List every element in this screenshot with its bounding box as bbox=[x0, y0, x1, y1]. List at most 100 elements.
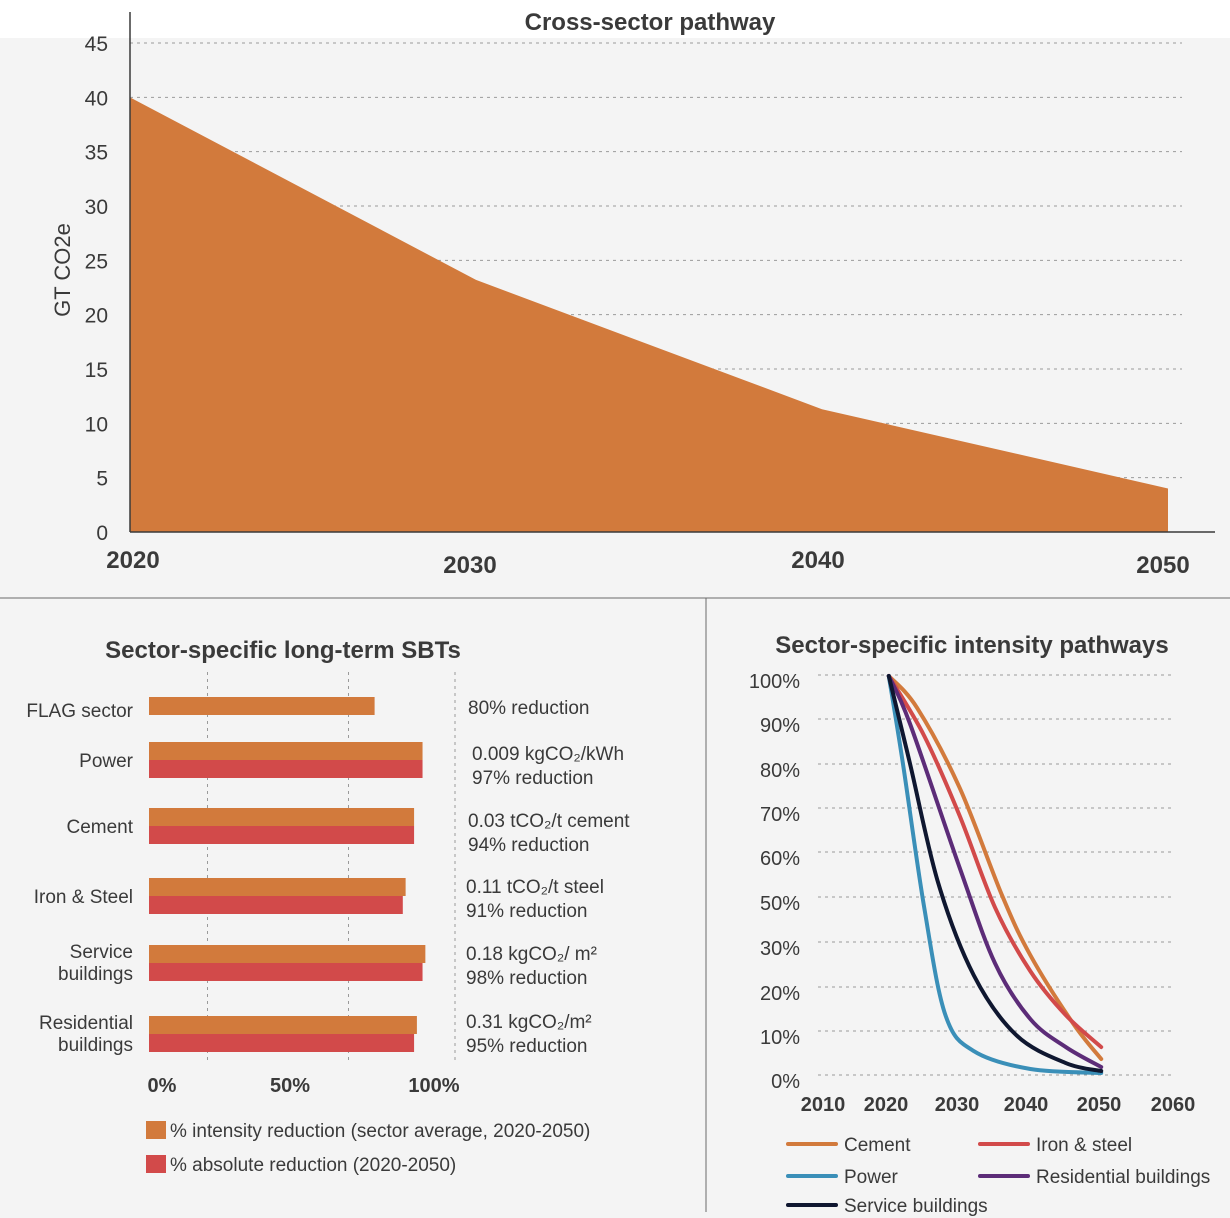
cross-sector-y-tick: 0 bbox=[96, 522, 108, 545]
sbt-bar-intensity bbox=[149, 1016, 417, 1034]
sector-sbt-chart: Sector-specific long-term SBTs FLAG sect… bbox=[26, 637, 630, 1176]
sbt-bars bbox=[149, 697, 426, 1052]
cross-sector-title: Cross-sector pathway bbox=[525, 9, 776, 36]
intensity-legend-label: Cement bbox=[844, 1135, 911, 1156]
sbt-gridlines bbox=[207, 672, 456, 1062]
sbt-category-label: Residential bbox=[39, 1013, 133, 1034]
sbt-category-label: buildings bbox=[58, 964, 133, 985]
sbt-annotation-text: 80% reduction bbox=[468, 698, 589, 719]
intensity-y-tick: 0% bbox=[771, 1071, 800, 1093]
sbt-annotation-text: 97% reduction bbox=[472, 768, 593, 789]
intensity-line-service bbox=[886, 674, 1104, 1074]
sbt-bar-absolute bbox=[149, 896, 403, 914]
cross-sector-x-tick: 2040 bbox=[791, 547, 844, 574]
sbt-category-label: Iron & Steel bbox=[34, 887, 133, 908]
intensity-y-tick: 30% bbox=[760, 938, 800, 960]
sbt-bar-intensity bbox=[149, 808, 415, 826]
sbt-bar-absolute bbox=[149, 963, 423, 981]
sbt-legend-label: % intensity reduction (sector average, 2… bbox=[170, 1121, 590, 1142]
intensity-x-tick: 2010 bbox=[801, 1094, 846, 1116]
intensity-x-tick: 2040 bbox=[1004, 1094, 1049, 1116]
intensity-legend-label: Residential buildings bbox=[1036, 1167, 1210, 1188]
intensity-y-tick: 90% bbox=[760, 715, 800, 737]
intensity-line-cement bbox=[886, 674, 1104, 1062]
sbt-title: Sector-specific long-term SBTs bbox=[105, 637, 461, 664]
intensity-x-tick: 2060 bbox=[1151, 1094, 1196, 1116]
sbt-legend-swatch bbox=[146, 1121, 166, 1139]
intensity-line-residential bbox=[886, 674, 1104, 1070]
intensity-y-tick: 50% bbox=[760, 893, 800, 915]
cross-sector-y-tick: 40 bbox=[85, 87, 108, 110]
sbt-bar-intensity bbox=[149, 945, 426, 963]
cross-sector-pathway-chart: Cross-sector pathway GT CO2e 0 5 10 15 20 25 3… bbox=[50, 9, 1215, 579]
intensity-lines bbox=[886, 674, 1104, 1076]
intensity-legend-label: Power bbox=[844, 1167, 899, 1188]
cross-sector-y-tick: 25 bbox=[85, 250, 108, 273]
cross-sector-area-layer bbox=[130, 97, 1168, 532]
intensity-y-tick: 70% bbox=[760, 804, 800, 826]
cross-sector-x-tick: 2030 bbox=[443, 552, 496, 579]
sbt-bar-intensity bbox=[149, 742, 423, 760]
top-band bbox=[0, 0, 1230, 38]
sbt-category-label: Power bbox=[79, 751, 134, 772]
sbt-annotation-text: 91% reduction bbox=[466, 901, 587, 922]
sbt-bar-intensity bbox=[149, 878, 406, 896]
sbt-category-label: FLAG sector bbox=[26, 701, 133, 722]
cross-sector-x-tick: 2020 bbox=[106, 547, 159, 574]
cross-sector-area bbox=[130, 97, 1168, 532]
cross-sector-y-tick: 35 bbox=[85, 142, 108, 165]
cross-sector-y-tick: 30 bbox=[85, 196, 108, 219]
intensity-x-tick: 2050 bbox=[1077, 1094, 1122, 1116]
intensity-line-iron_steel bbox=[886, 674, 1104, 1050]
sbt-bar-absolute bbox=[149, 760, 423, 778]
sbt-annotation-text: 0.03 tCO₂/t cement bbox=[468, 811, 630, 832]
cross-sector-y-tick: 5 bbox=[96, 468, 108, 491]
cross-sector-x-ticks: 2020 2030 2040 2050 bbox=[106, 547, 1189, 579]
sbt-annotations: 80% reduction 0.009 kgCO₂/kWh 97% reductio… bbox=[466, 698, 630, 1057]
cross-sector-y-ticks: 0 5 10 15 20 25 30 35 40 45 bbox=[85, 33, 108, 545]
cross-sector-y-tick: 20 bbox=[85, 305, 108, 328]
cross-sector-y-tick: 10 bbox=[85, 413, 108, 436]
intensity-y-ticks: 0% 10% 20% 30% 50% 60% 70% 80% 90% 100% bbox=[749, 671, 800, 1093]
cross-sector-y-tick: 45 bbox=[85, 33, 108, 56]
intensity-legend-label: Iron & steel bbox=[1036, 1135, 1132, 1156]
sbt-annotation-text: 0.11 tCO₂/t steel bbox=[466, 877, 604, 898]
sbt-legend-swatch bbox=[146, 1155, 166, 1173]
sbt-annotation-text: 0.009 kgCO₂/kWh bbox=[472, 744, 624, 765]
sbt-x-ticks: 0% 50% 100% bbox=[148, 1075, 460, 1097]
sbt-annotation-text: 0.31 kgCO₂/m² bbox=[466, 1012, 592, 1033]
intensity-y-tick: 100% bbox=[749, 671, 800, 693]
sbt-annotation-text: 95% reduction bbox=[466, 1036, 587, 1057]
sbt-category-label: buildings bbox=[58, 1035, 133, 1056]
cross-sector-x-tick: 2050 bbox=[1136, 552, 1189, 579]
sbt-bar-intensity bbox=[149, 697, 375, 715]
intensity-legend: Cement Iron & steel Power Residential build… bbox=[786, 1135, 1210, 1217]
sbt-x-tick: 100% bbox=[408, 1075, 459, 1097]
sbt-bar-absolute bbox=[149, 1034, 415, 1052]
intensity-legend-label: Service buildings bbox=[844, 1196, 988, 1217]
sbt-category-labels: FLAG sector Power Cement Iron & Steel Servic… bbox=[26, 701, 133, 1056]
sbt-bar-absolute bbox=[149, 826, 415, 844]
sbt-x-tick: 0% bbox=[148, 1075, 177, 1097]
intensity-y-tick: 10% bbox=[760, 1027, 800, 1049]
intensity-y-tick: 80% bbox=[760, 760, 800, 782]
sbt-category-label: Cement bbox=[66, 817, 133, 838]
intensity-x-ticks: 2010 2020 2030 2040 2050 2060 bbox=[801, 1094, 1196, 1116]
cross-sector-ylabel: GT CO2e bbox=[50, 223, 75, 317]
intensity-pathways-chart: Sector-specific intensity pathways 0% 10%… bbox=[749, 632, 1210, 1217]
sbt-legend-label: % absolute reduction (2020-2050) bbox=[170, 1155, 456, 1176]
intensity-line-power bbox=[886, 674, 1104, 1076]
sbt-category-label: Service bbox=[70, 942, 133, 963]
sbt-x-tick: 50% bbox=[270, 1075, 310, 1097]
sbt-annotation-text: 0.18 kgCO₂/ m² bbox=[466, 944, 597, 965]
sbt-annotation-text: 98% reduction bbox=[466, 968, 587, 989]
cross-sector-y-tick: 15 bbox=[85, 359, 108, 382]
intensity-x-tick: 2020 bbox=[864, 1094, 909, 1116]
intensity-y-tick: 60% bbox=[760, 848, 800, 870]
intensity-y-tick: 20% bbox=[760, 983, 800, 1005]
sbt-legend: % intensity reduction (sector average, 2… bbox=[146, 1121, 590, 1176]
sbt-annotation-text: 94% reduction bbox=[468, 835, 589, 856]
intensity-x-tick: 2030 bbox=[935, 1094, 980, 1116]
intensity-title: Sector-specific intensity pathways bbox=[775, 632, 1168, 659]
